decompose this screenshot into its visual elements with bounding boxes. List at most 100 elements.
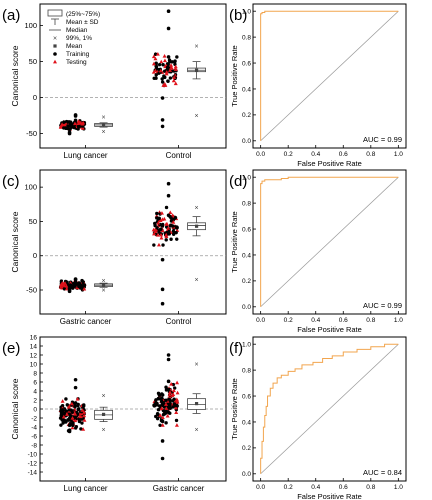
training-point bbox=[64, 397, 68, 401]
y-tick-label: 0.4 bbox=[242, 252, 251, 259]
training-point bbox=[161, 243, 165, 247]
y-tick-label: -6 bbox=[31, 434, 37, 441]
testing-point bbox=[80, 121, 85, 126]
training-point bbox=[171, 229, 176, 234]
x-tick-label: 0.0 bbox=[256, 317, 265, 324]
testing-point bbox=[82, 410, 87, 414]
training-point bbox=[154, 73, 158, 77]
legend-training-label: Training bbox=[66, 51, 90, 58]
training-point bbox=[157, 393, 162, 397]
testing-point bbox=[159, 211, 164, 215]
mean-marker bbox=[194, 224, 199, 228]
testing-point bbox=[153, 56, 158, 61]
training-point bbox=[60, 408, 64, 412]
testing-point bbox=[82, 413, 87, 418]
training-point bbox=[168, 405, 172, 410]
testing-point bbox=[174, 397, 179, 402]
testing-point bbox=[171, 220, 176, 224]
training-point bbox=[165, 65, 170, 70]
y-tick-label: 0.4 bbox=[242, 86, 251, 93]
outlier-point bbox=[166, 213, 171, 218]
training-point bbox=[172, 397, 176, 401]
outlier-point bbox=[67, 423, 72, 428]
testing-point bbox=[172, 75, 177, 79]
training-point bbox=[155, 211, 159, 216]
diagonal-reference-line bbox=[260, 343, 399, 475]
mean-marker bbox=[194, 402, 199, 406]
testing-point bbox=[156, 220, 161, 225]
testing-point bbox=[173, 405, 178, 410]
testing-point bbox=[159, 59, 164, 64]
testing-point bbox=[168, 210, 173, 215]
training-point bbox=[71, 423, 75, 428]
y-tick-label: 0.2 bbox=[242, 112, 251, 119]
panel-label: (a) bbox=[2, 7, 20, 24]
x-tick-label: 0.2 bbox=[284, 151, 293, 158]
testing-point bbox=[175, 380, 180, 385]
scatter-panel-2: -50 0 50 100 Canonical score (c) Gastric cance… bbox=[2, 169, 227, 326]
percentile-marker: × bbox=[195, 43, 199, 50]
auc-label: AUC = 0.99 bbox=[363, 301, 402, 310]
testing-point bbox=[82, 418, 87, 422]
panel-label: (d) bbox=[229, 173, 247, 190]
outlier-point bbox=[166, 353, 171, 357]
y-tick-label: 0.6 bbox=[242, 60, 251, 67]
percentile-marker: × bbox=[195, 277, 199, 284]
testing-point bbox=[160, 423, 165, 427]
testing-point bbox=[171, 388, 176, 393]
training-point bbox=[77, 407, 81, 411]
x-axis-label: False Positive Rate bbox=[297, 159, 362, 168]
percentile-marker: × bbox=[102, 288, 106, 295]
training-point bbox=[173, 215, 178, 220]
training-point bbox=[158, 423, 162, 427]
legend-box-symbol bbox=[47, 9, 63, 17]
training-point bbox=[169, 237, 173, 241]
y-tick-label: 8 bbox=[33, 371, 37, 378]
y-tick-label: 0 bbox=[33, 251, 37, 260]
training-point bbox=[82, 403, 86, 407]
testing-point bbox=[73, 412, 78, 416]
training-point bbox=[62, 287, 67, 291]
training-point bbox=[164, 385, 168, 389]
training-point bbox=[155, 226, 159, 230]
percentile-marker: × bbox=[102, 393, 106, 400]
y-tick-label: 0 bbox=[33, 93, 37, 102]
testing-point bbox=[61, 414, 66, 419]
training-point bbox=[63, 126, 68, 130]
y-tick-label: 1.0 bbox=[242, 9, 251, 16]
testing-point bbox=[151, 61, 156, 66]
legend-mean-symbol bbox=[53, 44, 57, 48]
percentile-marker: × bbox=[195, 362, 199, 369]
y-tick-label: 0.8 bbox=[242, 200, 251, 207]
training-point bbox=[164, 421, 168, 425]
outlier-point bbox=[73, 114, 78, 118]
training-point bbox=[161, 393, 165, 397]
x-tick-label: 0.8 bbox=[366, 484, 375, 491]
y-tick-label: 0.8 bbox=[242, 367, 251, 374]
outlier-point bbox=[73, 377, 78, 382]
testing-point bbox=[167, 392, 172, 397]
testing-point bbox=[169, 382, 174, 386]
testing-point bbox=[155, 52, 160, 56]
y-axis-label: Canonical score bbox=[10, 211, 20, 272]
testing-point bbox=[153, 229, 158, 234]
legend-percentile-symbol: × bbox=[53, 36, 57, 43]
outlier-point bbox=[166, 55, 171, 59]
roc-curve bbox=[260, 176, 399, 307]
training-point bbox=[164, 205, 169, 210]
training-point bbox=[77, 417, 81, 421]
training-point bbox=[81, 280, 85, 284]
testing-point bbox=[164, 71, 169, 76]
testing-point bbox=[158, 68, 163, 73]
y-tick-label: 0.2 bbox=[242, 445, 251, 452]
testing-point bbox=[162, 58, 167, 63]
training-point bbox=[74, 426, 78, 430]
training-point bbox=[152, 243, 156, 247]
outlier-point bbox=[160, 96, 165, 100]
percentile-marker: × bbox=[195, 113, 199, 120]
y-axis-label: True Positive Rate bbox=[230, 211, 239, 272]
training-point bbox=[153, 221, 157, 226]
testing-point bbox=[173, 67, 178, 71]
training-point bbox=[154, 398, 158, 403]
training-point bbox=[167, 397, 171, 402]
